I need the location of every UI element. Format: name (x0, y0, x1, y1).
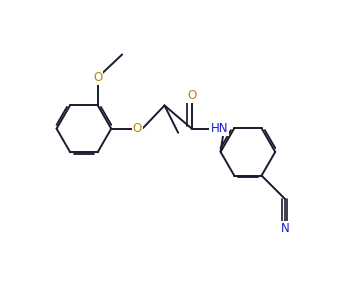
Text: HN: HN (210, 122, 228, 135)
Text: O: O (93, 71, 102, 84)
Text: O: O (187, 89, 196, 102)
Text: O: O (133, 122, 142, 135)
Text: N: N (281, 222, 289, 235)
